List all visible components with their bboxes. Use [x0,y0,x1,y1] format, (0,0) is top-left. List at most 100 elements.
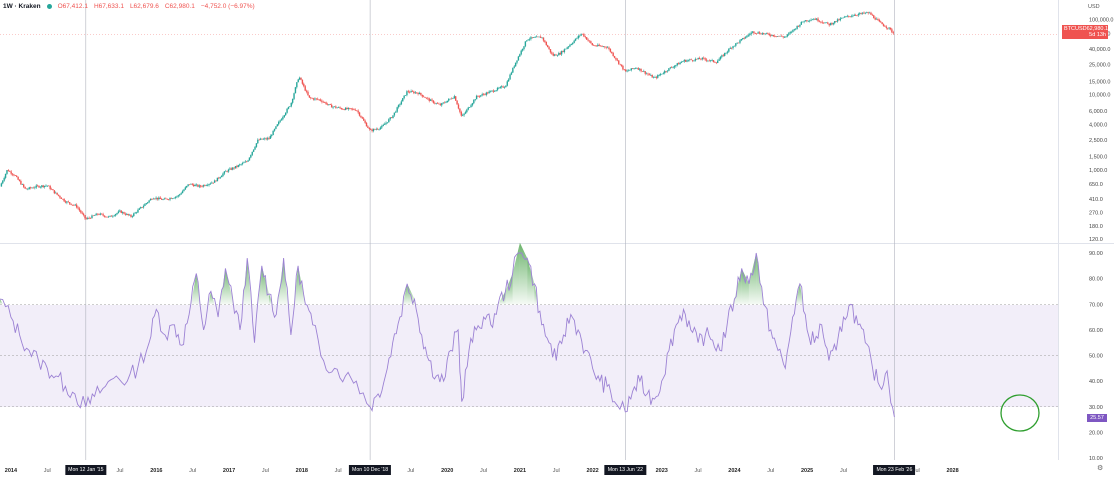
symbol-interval[interactable]: 1W · Kraken [3,3,41,10]
candle-up [142,205,145,208]
candle-up [793,28,796,30]
candle-up [602,46,605,48]
candle-down [818,21,821,22]
candle-up [740,39,743,41]
candle-up [229,168,231,170]
time-tick-label: 2022 [587,468,599,474]
candle-up [404,95,407,96]
candle-down [877,18,879,20]
candle-up [507,79,510,82]
candle-up [799,24,801,27]
candle-down [57,194,60,196]
settings-gear-icon[interactable]: ⚙ [1097,465,1104,472]
candle-down [374,128,376,130]
candle-down [762,33,765,35]
candle-up [512,67,514,73]
candle-down [671,67,673,69]
candle-up [45,185,47,187]
candle-up [186,185,188,188]
candle-up [666,70,669,72]
candle-up [145,203,148,205]
candle-up [94,215,96,216]
time-tick-label: Jul [913,468,920,474]
candle-up [836,19,839,22]
candle-up [815,18,818,20]
time-tick-label: 2024 [728,468,741,474]
candle-up [725,52,727,54]
time-tick-label: 2017 [223,468,235,474]
currency-label[interactable]: USD [1088,4,1100,10]
candle-down [540,36,542,38]
candle-down [831,23,833,25]
candle-up [528,39,531,40]
candle-up [209,183,212,185]
candle-down [307,91,309,96]
candle-up [272,130,274,136]
candle-up [333,106,336,108]
candle-up [347,107,350,110]
candle-up [152,198,154,200]
candle-up [808,20,811,22]
price-tick-label: 270.0 [1089,211,1103,217]
price-tick-label: 15,000.0 [1089,79,1110,85]
candle-down [730,47,733,49]
candle-down [531,37,534,38]
candle-up [652,77,655,78]
candle-down [265,138,267,140]
candle-up [732,46,734,49]
rsi-tick-label: 40.00 [1089,379,1103,385]
candle-down [700,59,702,60]
candle-up [202,185,205,187]
candle-down [456,100,458,105]
rsi-overbought-segment [795,283,800,305]
candle-down [96,213,99,215]
candle-down [420,92,422,95]
candle-up [570,44,573,45]
candle-up [800,21,803,25]
candle-down [863,12,865,14]
candle-up [553,54,556,56]
candle-down [457,104,460,109]
rsi-overbought-segment [799,283,804,305]
candle-up [393,112,396,116]
candle-down [16,175,18,177]
rsi-tick-label: 60.00 [1089,328,1103,334]
candle-up [654,76,656,78]
candle-up [520,50,522,55]
candle-down [62,198,64,200]
price-tick-label: 40,000.0 [1089,47,1110,53]
candle-down [9,171,11,172]
candle-up [4,173,7,178]
candle-down [691,59,694,61]
candle-up [0,183,3,187]
candle-down [712,60,715,62]
candle-down [77,207,79,209]
low-value: L62,679.6 [129,3,159,10]
candle-down [625,69,627,72]
candle-down [48,185,50,187]
time-tick-label: Jul [335,468,342,474]
candle-up [298,77,301,80]
candle-down [364,120,366,123]
candle-up [43,185,46,188]
time-tick-label: Jul [767,468,774,474]
candle-down [549,49,552,53]
candle-down [59,195,61,198]
candle-up [95,213,97,216]
candle-down [891,29,893,33]
candle-up [414,92,416,94]
candle-up [252,149,255,152]
candle-up [573,40,575,43]
change-value: −4,752.0 (−6.97%) [200,3,255,10]
candle-up [378,129,380,130]
candle-down [884,25,886,27]
candle-down [354,109,357,111]
candle-up [673,66,676,68]
candle-down [363,118,365,121]
candle-up [195,184,198,186]
candle-up [764,33,766,35]
candle-up [119,210,121,212]
candle-up [87,217,89,219]
candle-up [728,48,730,52]
